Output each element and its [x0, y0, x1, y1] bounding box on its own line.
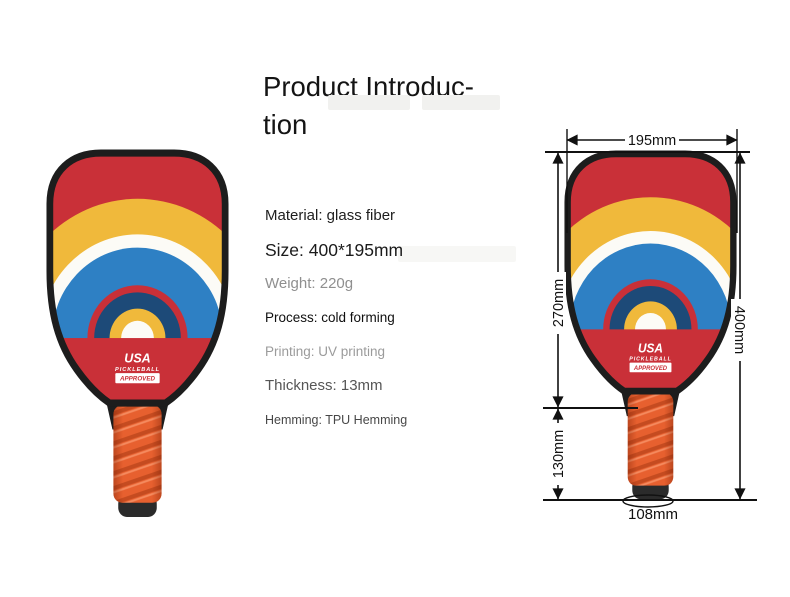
watermark	[328, 95, 410, 110]
brand-approved-text: APPROVED	[119, 376, 155, 383]
brand-usa-text: USA	[638, 341, 663, 355]
brand-pickleball-text: PICKLEBALL	[115, 367, 160, 373]
dimension-label-width: 195mm	[628, 133, 676, 149]
watermark	[422, 95, 500, 110]
spec-hemming: Hemming: TPU Hemming	[265, 413, 408, 427]
spec-list: Material: glass fiber Size: 400*195mm We…	[265, 206, 525, 444]
page-title-line2: tion	[263, 109, 308, 141]
paddle-face: USA PICKLEBALL APPROVED	[567, 153, 734, 392]
dimension-label-face-height: 270mm	[551, 279, 567, 327]
brand-pickleball-text: PICKLEBALL	[629, 357, 671, 363]
spec-process: Process: cold forming	[265, 310, 395, 325]
watermark	[398, 246, 516, 262]
paddle-handle-grip	[627, 393, 674, 486]
spec-printing: Printing: UV printing	[265, 344, 386, 359]
paddle-dimension-drawing: USA PICKLEBALL APPROVED	[564, 150, 737, 500]
approved-badge	[629, 362, 672, 373]
dimension-label-total-height: 400mm	[731, 306, 747, 354]
paddle-handle-grip	[113, 405, 162, 503]
spec-weight: Weight: 220g	[265, 275, 354, 292]
dimension-label-handle-length: 130mm	[551, 430, 567, 478]
spec-thickness: Thickness: 13mm	[265, 377, 383, 394]
approved-badge	[115, 373, 160, 384]
dimension-label-grip-width: 108mm	[628, 506, 678, 523]
dimension-annotations: 195mm 270mm 130mm 400mm 108mm	[543, 129, 757, 523]
paddle-edge-guard	[46, 149, 229, 407]
brand-approved-text: APPROVED	[633, 365, 668, 372]
brand-usa-text: USA	[124, 350, 150, 365]
spec-size: Size: 400*195mm	[265, 240, 404, 260]
spec-material: Material: glass fiber	[265, 207, 396, 224]
paddle-photo: USA PICKLEBALL APPROVED	[46, 149, 229, 517]
grip-circumference-ellipse	[622, 494, 674, 508]
